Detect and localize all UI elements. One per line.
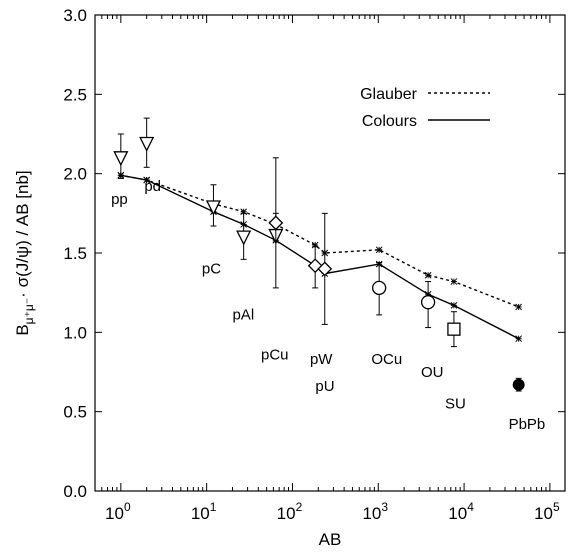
annotation-pd: pd: [144, 178, 161, 195]
y-axis-title-b: B: [13, 324, 32, 335]
y-tick-label: 2.5: [63, 85, 87, 104]
legend: Glauber Colours: [360, 86, 490, 130]
data-point-pp: [113, 151, 129, 167]
x-tick-label-base: 10: [277, 504, 296, 523]
annotation-ou: OU: [421, 364, 444, 381]
y-axis-title: Bμ⁺μ⁻· σ(J/ψ) / AB [nb]: [13, 170, 36, 335]
data-point-pc: [205, 200, 221, 216]
x-tick-label-base: 10: [191, 504, 210, 523]
data-point-su: [447, 322, 461, 336]
x-tick-label-exponent: 3: [381, 500, 388, 514]
data-point-ocu: [372, 280, 387, 296]
y-axis-title-subscript: μ⁺μ⁻: [22, 298, 36, 325]
annotation-ocu: OCu: [371, 351, 402, 368]
x-tick-label-base: 10: [362, 504, 381, 523]
y-axis-title-rest: · σ(J/ψ) / AB [nb]: [13, 170, 32, 297]
x-tick-label: 104: [448, 500, 474, 523]
annotation-pw: pW: [310, 351, 333, 368]
x-tick-label-base: 10: [448, 504, 467, 523]
y-tick-label: 1.0: [63, 323, 87, 342]
series-point-glauber: [424, 271, 432, 279]
legend-label-colours: Colours: [362, 113, 417, 130]
annotation-pal: pAl: [232, 307, 254, 324]
series-line-glauber: [120, 174, 519, 308]
annotation-pp: pp: [111, 191, 128, 208]
annotation-pcu: pCu: [261, 346, 289, 363]
x-tick-label: 103: [362, 500, 388, 523]
annotation-pu: pU: [315, 378, 334, 395]
annotation-pbpb: PbPb: [509, 416, 546, 433]
series-point-glauber: [450, 278, 458, 285]
data-point-pcu: [268, 215, 284, 231]
data-point-pd: [139, 136, 155, 152]
data-point-pal: [236, 230, 252, 246]
data-point-pu: [317, 261, 333, 277]
legend-label-glauber: Glauber: [360, 86, 418, 103]
x-axis-title: AB: [319, 530, 342, 549]
x-tick-label-exponent: 5: [553, 500, 560, 514]
annotation-su: SU: [445, 395, 466, 412]
x-tick-label-base: 10: [105, 504, 124, 523]
x-tick-label: 105: [534, 500, 560, 523]
x-tick-label-base: 10: [534, 504, 553, 523]
series-point-colours: [515, 335, 523, 343]
series-point-colours: [450, 302, 458, 309]
x-tick-label: 100: [105, 500, 131, 523]
x-tick-label: 101: [191, 500, 217, 523]
data-point-pbpb: [512, 378, 525, 391]
x-tick-label-exponent: 0: [124, 500, 131, 514]
y-tick-label: 2.0: [63, 165, 87, 184]
y-tick-label: 3.0: [63, 6, 87, 25]
y-tick-label: 0.0: [63, 482, 87, 501]
x-tick-label-exponent: 1: [210, 500, 217, 514]
y-tick-label: 0.5: [63, 403, 87, 422]
series-point-colours: [143, 176, 151, 184]
x-tick-label-exponent: 2: [296, 500, 303, 514]
series-point-glauber: [375, 246, 383, 254]
y-tick-label: 1.5: [63, 244, 87, 263]
annotation-pc: pC: [202, 261, 221, 278]
x-tick-label: 102: [277, 500, 303, 523]
x-tick-label-exponent: 4: [467, 500, 474, 514]
data-point-ou: [420, 295, 436, 310]
series-point-glauber: [515, 303, 523, 311]
